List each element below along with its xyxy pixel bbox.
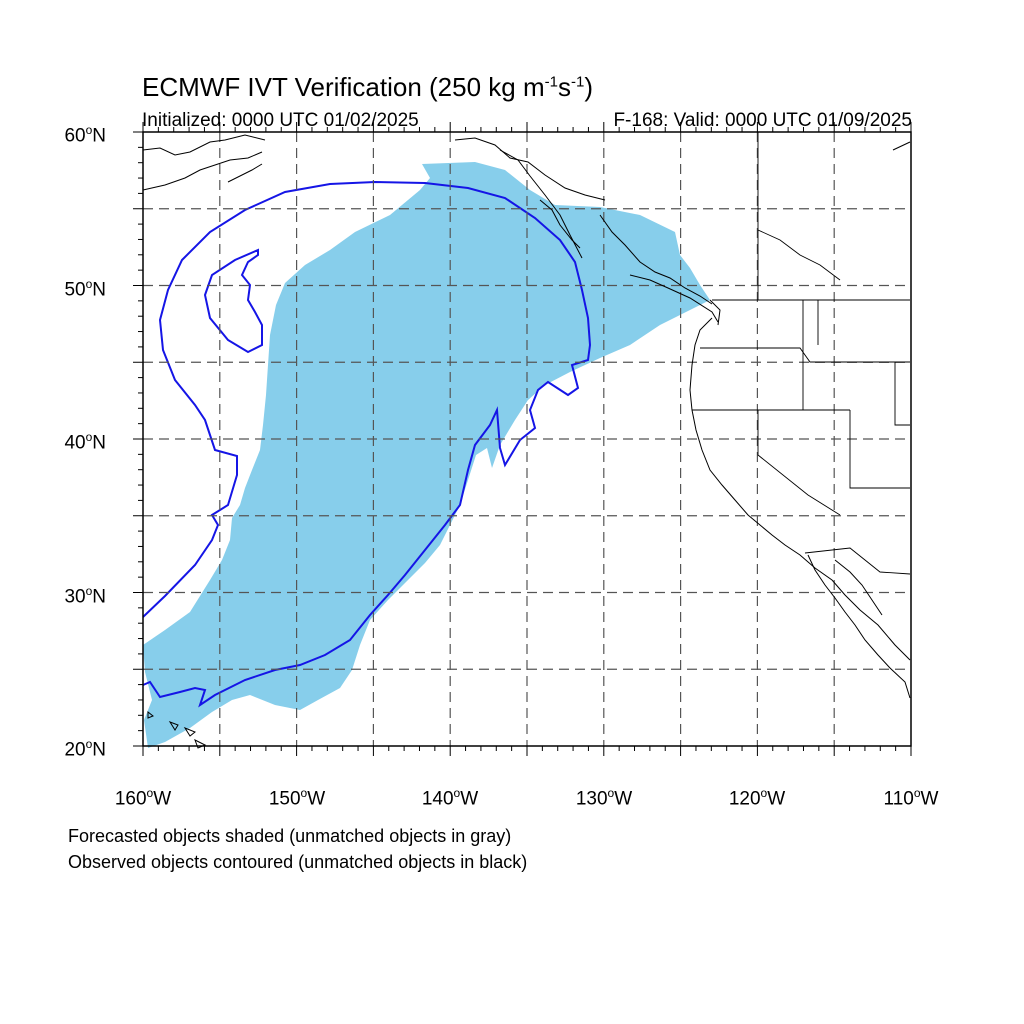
lat-label-30: 30oN	[64, 584, 106, 608]
lon-label-150: 150oW	[268, 786, 326, 810]
valid-time-label: F-168: Valid: 0000 UTC 01/09/2025	[613, 110, 912, 131]
initialized-label: Initialized: 0000 UTC 01/02/2025	[142, 110, 419, 131]
graticule	[143, 132, 911, 746]
lon-label-160: 160oW	[114, 786, 172, 810]
lon-label-120: 120oW	[728, 786, 786, 810]
lon-label-140: 140oW	[421, 786, 479, 810]
forecast-note: Forecasted objects shaded (unmatched obj…	[68, 826, 512, 846]
lat-label-20: 20oN	[64, 737, 106, 761]
observed-note: Observed objects contoured (unmatched ob…	[68, 852, 528, 872]
political-boundaries	[692, 132, 911, 575]
forecast-object	[143, 162, 710, 748]
lat-label-50: 50oN	[64, 277, 106, 301]
lat-label-60: 60oN	[64, 123, 106, 147]
coastlines	[142, 134, 911, 749]
lon-label-130: 130oW	[575, 786, 633, 810]
map-frame	[142, 131, 912, 747]
axis-ticks	[133, 122, 912, 756]
map-title: ECMWF IVT Verification (250 kg m-1s-1)	[142, 72, 593, 102]
lon-label-110: 110oW	[883, 786, 939, 810]
lat-label-40: 40oN	[64, 430, 106, 454]
